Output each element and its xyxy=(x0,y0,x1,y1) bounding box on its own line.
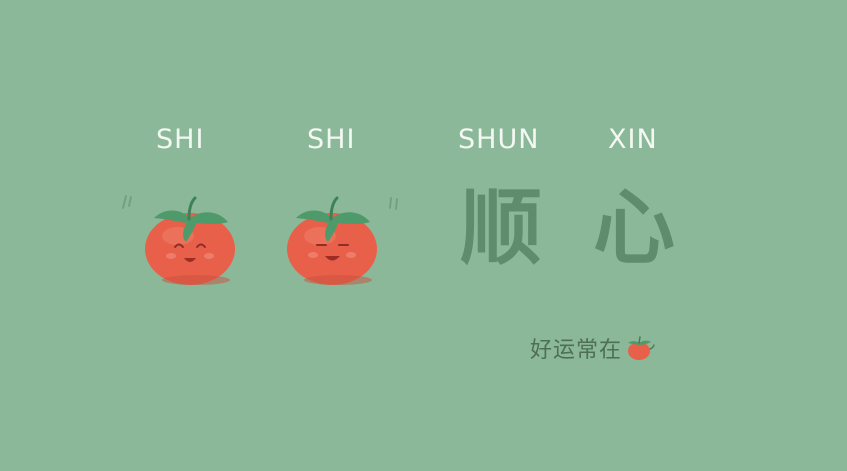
smiling-tomato-icon xyxy=(145,196,235,285)
motion-strokes-left-icon xyxy=(122,195,132,209)
character-shun: 顺 xyxy=(460,181,543,276)
slogan-group: 好运常在 xyxy=(530,333,656,363)
character-xin: 心 xyxy=(593,181,676,276)
mini-tomato-icon xyxy=(628,336,655,360)
pinyin-shi-1: SHI xyxy=(156,124,205,155)
pinyin-shi-2: SHI xyxy=(307,124,356,155)
slogan-text: 好运常在 xyxy=(530,338,623,363)
pinyin-xin: XIN xyxy=(608,124,658,155)
smiling-tomato-icon xyxy=(287,196,377,285)
motion-strokes-right-icon xyxy=(389,197,398,210)
pinyin-shun: SHUN xyxy=(458,124,540,155)
